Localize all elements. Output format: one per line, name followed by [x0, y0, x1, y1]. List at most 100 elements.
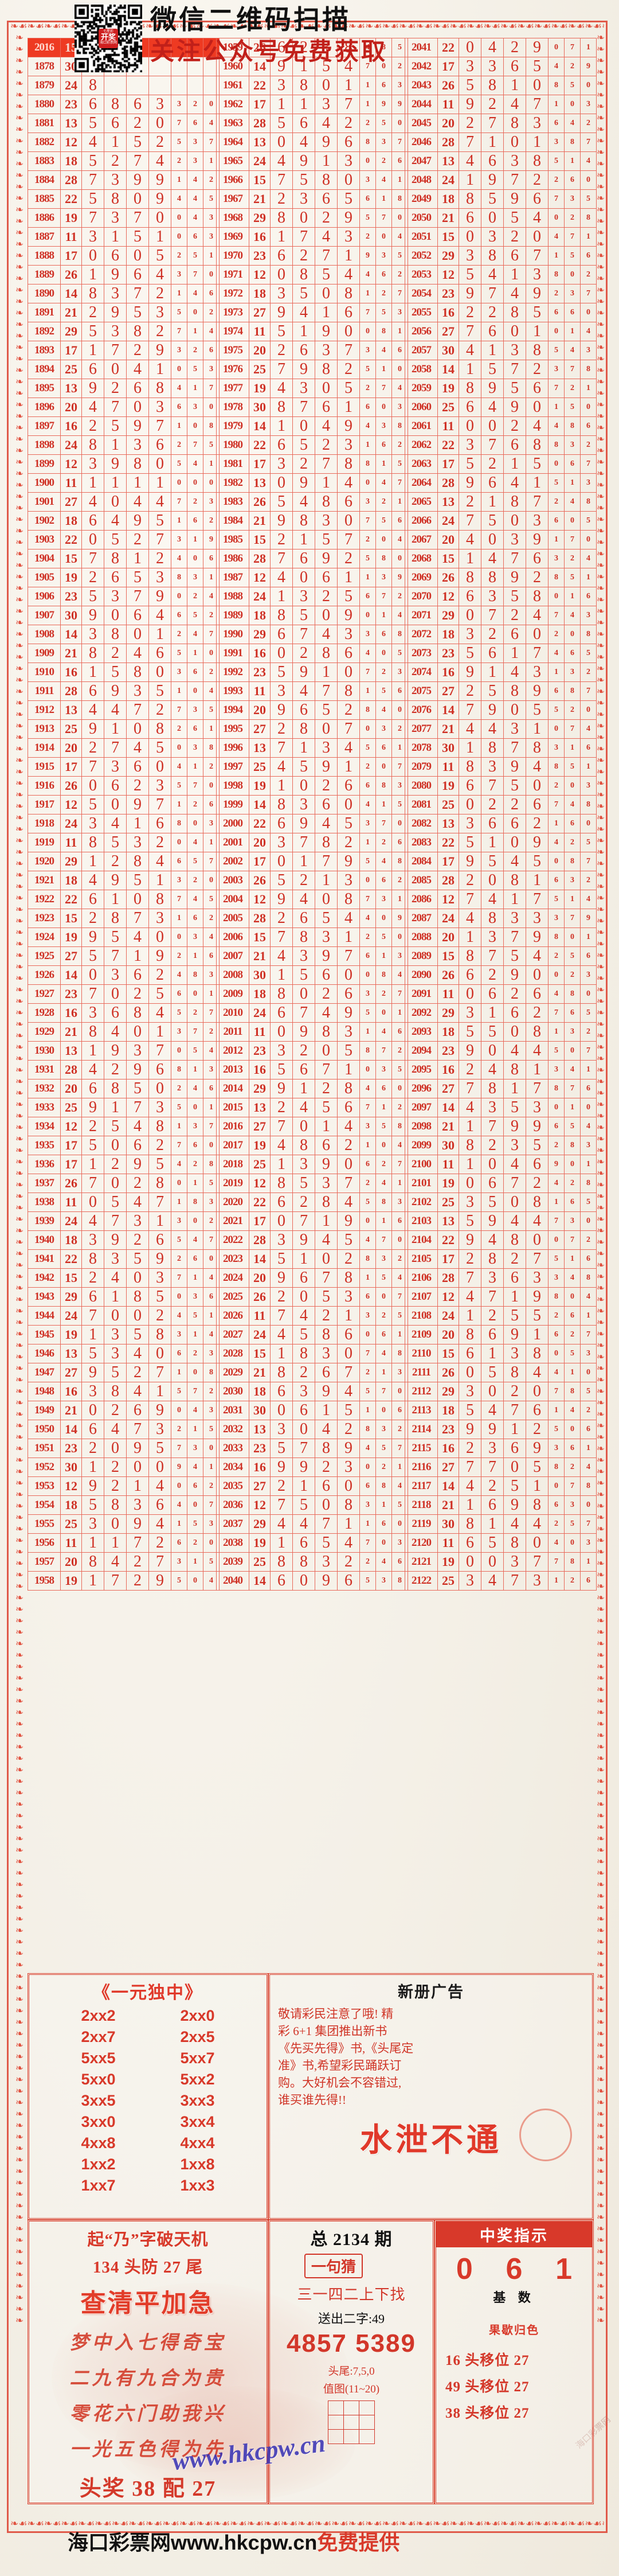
cell-period: 1891: [28, 303, 61, 322]
cell-issue: 14: [437, 700, 459, 720]
cell-main-digit: 0: [81, 1192, 104, 1212]
cell-main-digit: 0: [126, 1268, 149, 1288]
cell-main-digit: 0: [126, 1022, 149, 1042]
cell-extra-digit: 2: [359, 114, 376, 133]
cell-main-digit: 3: [292, 379, 315, 398]
cell-issue: 14: [437, 1098, 459, 1117]
cell-extra-digit: 7: [375, 587, 392, 606]
cell-main-digit: 1: [292, 1249, 315, 1269]
cell-period: 1944: [28, 1306, 61, 1326]
cell-main-digit: 0: [459, 606, 481, 625]
cell-main-digit: 8: [503, 1533, 526, 1553]
cell-main-digit: 5: [526, 454, 549, 474]
cell-issue: 22: [249, 814, 271, 833]
cell-extra-digit: 4: [359, 1230, 376, 1250]
cell-main-digit: 2: [315, 1079, 338, 1098]
cell-extra-digit: 2: [187, 1533, 203, 1553]
cell-main-digit: 8: [126, 1003, 149, 1023]
table-row: 2091 11 0 6 2 6 4 8 0: [405, 984, 597, 1004]
cell-main-digit: 2: [315, 776, 338, 796]
table-row: 2088 20 1 3 7 9 8 0 1: [405, 927, 597, 947]
cell-main-digit: 5: [315, 909, 338, 928]
cell-main-digit: 3: [148, 909, 171, 928]
table-row: 2122 25 3 4 7 3 1 2 6: [405, 1571, 597, 1591]
cell-extra-digit: 8: [548, 1457, 565, 1477]
cell-issue: 29: [249, 1514, 271, 1534]
cell-extra-digit: 3: [375, 1571, 392, 1591]
cell-main-digit: 4: [459, 1287, 481, 1307]
cell-main-digit: 2: [81, 1117, 104, 1136]
cell-main-digit: 6: [503, 435, 526, 455]
cell-main-digit: 3: [148, 1268, 171, 1288]
qr-badge-main: 开奖: [100, 33, 116, 42]
cell-issue: 25: [437, 1571, 459, 1591]
cell-main-digit: 4: [148, 1514, 171, 1534]
cell-period: 1897: [28, 416, 61, 436]
cell-main-digit: 1: [270, 95, 293, 114]
decorative-frame: [7, 21, 608, 2533]
cell-main-digit: 8: [459, 946, 481, 966]
cell-main-digit: 8: [315, 644, 338, 663]
cell-main-digit: 0: [81, 246, 104, 266]
cell-period: 2087: [405, 909, 438, 928]
cell-issue: 24: [60, 76, 82, 95]
cell-main-digit: 5: [481, 189, 504, 209]
mini-grid-cell: [328, 2429, 344, 2444]
cell-issue: 13: [60, 700, 82, 720]
cell-main-digit: 2: [459, 114, 481, 133]
cell-period: 2103: [405, 1211, 438, 1231]
table-row: 1879 24 8: [28, 76, 220, 95]
cell-main-digit: 0: [337, 795, 360, 815]
cell-main-digit: 0: [81, 965, 104, 985]
cell-main-digit: 8: [526, 435, 549, 455]
cell-extra-digit: 4: [548, 1363, 565, 1382]
cell-main-digit: 3: [148, 397, 171, 417]
cell-main-digit: 7: [503, 1571, 526, 1591]
cell-main-digit: 1: [526, 1325, 549, 1344]
cell-main-digit: 0: [148, 114, 171, 133]
cell-issue: 28: [60, 1060, 82, 1079]
table-row: 1931 28 4 2 9 6 8 1 3: [28, 1060, 220, 1079]
cell-extra-digit: 2: [187, 1003, 203, 1023]
cell-extra-digit: 1: [375, 189, 392, 209]
cell-extra-digit: 3: [564, 189, 581, 209]
cell-main-digit: 4: [81, 397, 104, 417]
table-row: 2024 20 9 6 7 8 1 5 4: [216, 1268, 408, 1288]
table-row: 1940 18 3 9 2 6 5 4 7: [28, 1230, 220, 1250]
cell-main-digit: 0: [315, 284, 338, 303]
cell-period: 2108: [405, 1306, 438, 1326]
cell-extra-digit: 6: [564, 1306, 581, 1326]
cell-main-digit: 4: [503, 852, 526, 871]
cell-extra-digit: 4: [187, 1079, 203, 1098]
cell-main-digit: 3: [126, 1495, 149, 1515]
cell-extra-digit: 0: [580, 76, 597, 95]
cell-main-digit: 9: [292, 1230, 315, 1250]
cell-main-digit: 0: [104, 1136, 127, 1155]
cell-issue: 28: [249, 549, 271, 568]
cell-main-digit: 4: [126, 1344, 149, 1363]
cell-extra-digit: 7: [171, 700, 187, 720]
cell-extra-digit: 2: [171, 1249, 187, 1269]
table-row: 1953 12 9 2 1 4 0 6 2: [28, 1476, 220, 1496]
cell-main-digit: 0: [315, 379, 338, 398]
cell-extra-digit: 8: [580, 795, 597, 815]
cell-period: 1972: [216, 284, 249, 303]
cell-main-digit: 5: [315, 700, 338, 720]
table-row: 1914 20 2 7 4 5 0 3 8: [28, 738, 220, 758]
cell-extra-digit: 7: [375, 379, 392, 398]
cell-extra-digit: 2: [375, 1155, 392, 1174]
cell-main-digit: 3: [81, 227, 104, 247]
cell-extra-digit: 8: [580, 625, 597, 644]
table-row: 1905 19 2 6 5 3 8 3 1: [28, 568, 220, 587]
cell-extra-digit: 0: [187, 1098, 203, 1117]
cell-period: 2105: [405, 1249, 438, 1269]
cell-main-digit: 1: [459, 170, 481, 190]
cell-issue: 20: [249, 833, 271, 852]
qr-code-icon[interactable]: 七星彩 开奖 海口彩票网: [75, 5, 142, 72]
cell-extra-digit: 7: [187, 1382, 203, 1401]
table-row: 1898 24 8 1 3 6 2 7 5: [28, 435, 220, 455]
cell-main-digit: 9: [81, 1476, 104, 1496]
cell-main-digit: 9: [459, 852, 481, 871]
table-row: 2041 22 0 4 2 9 0 7 1: [405, 38, 597, 57]
cell-period: 2070: [405, 587, 438, 606]
